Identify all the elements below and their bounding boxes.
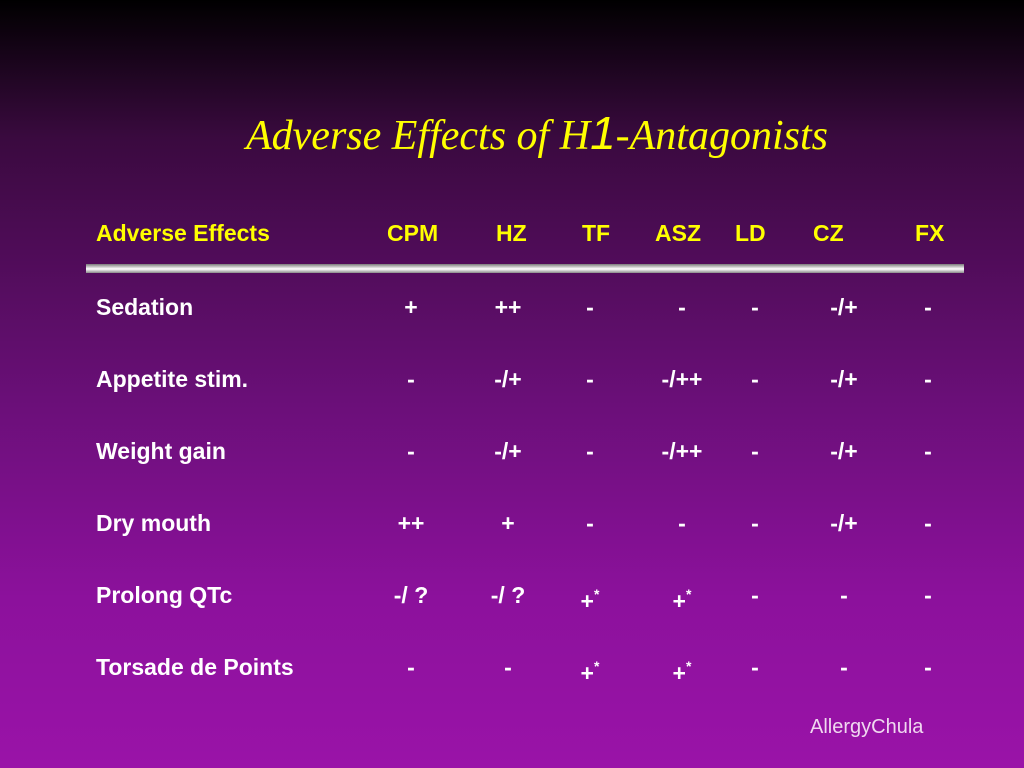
title-suffix: -Antagonists: [615, 113, 828, 159]
row-label: Prolong QTc: [96, 582, 233, 608]
table-cell: -: [407, 366, 415, 392]
table-cell: -/+: [830, 510, 858, 536]
table-cell: -: [751, 654, 759, 680]
table-cell: -: [751, 582, 759, 608]
table-cell: +: [404, 294, 418, 320]
table-cell: -: [924, 366, 932, 392]
table-cell: -: [751, 366, 759, 392]
row-label: Weight gain: [96, 438, 226, 464]
table-cell: -: [924, 294, 932, 320]
row-label: Dry mouth: [96, 510, 211, 536]
table-cell: -/+: [830, 438, 858, 464]
row-label: Torsade de Points: [96, 654, 294, 680]
table-cell: -: [678, 510, 686, 536]
header-divider: [86, 264, 964, 273]
table-cell: -: [586, 510, 594, 536]
table-cell: -: [751, 438, 759, 464]
table-cell: -: [924, 582, 932, 608]
table-cell: +*: [672, 658, 692, 686]
slide-title: Adverse Effects of H1-Antagonists: [0, 106, 1024, 160]
row-label: Sedation: [96, 294, 194, 320]
header-hz: HZ: [496, 220, 527, 246]
table-cell: -: [751, 294, 759, 320]
table-cell: -/+: [830, 294, 858, 320]
table-cell: -: [678, 294, 686, 320]
table-cell: -/ ?: [393, 582, 429, 608]
header-fx: FX: [915, 220, 945, 246]
table-cell: ++: [494, 294, 522, 320]
header-adverse-effects: Adverse Effects: [96, 220, 270, 246]
table-cell: -: [924, 510, 932, 536]
table-cell: -: [586, 294, 594, 320]
table-cell: -/+: [830, 366, 858, 392]
table-cell: -: [586, 366, 594, 392]
table-cell: -: [586, 438, 594, 464]
table-cell: ++: [397, 510, 425, 536]
table-cell: -: [407, 438, 415, 464]
table-cell: +*: [580, 658, 600, 686]
table-cell: +*: [580, 586, 600, 614]
table-cell: -: [924, 438, 932, 464]
table-cell: -: [751, 510, 759, 536]
title-subscript: 1: [590, 107, 616, 159]
header-ld: LD: [735, 220, 766, 246]
table-cell: -/++: [661, 438, 703, 464]
header-cz: CZ: [813, 220, 844, 246]
table-cell: -: [840, 582, 848, 608]
footer-credit: AllergyChula: [810, 716, 924, 738]
table-cell: -: [840, 654, 848, 680]
row-label: Appetite stim.: [96, 366, 249, 392]
table-cell: -/+: [494, 366, 522, 392]
header-asz: ASZ: [655, 220, 701, 246]
table-cell: -/+: [494, 438, 522, 464]
table-cell: -/++: [661, 366, 703, 392]
table-cell: -/ ?: [490, 582, 526, 608]
table-cell: -: [407, 654, 415, 680]
table-cell: +*: [672, 586, 692, 614]
header-cpm: CPM: [387, 220, 439, 246]
table-cell: -: [924, 654, 932, 680]
table-cell: +: [501, 510, 515, 536]
table-cell: -: [504, 654, 512, 680]
header-tf: TF: [582, 220, 611, 246]
title-prefix: Adverse Effects of H: [246, 113, 591, 159]
